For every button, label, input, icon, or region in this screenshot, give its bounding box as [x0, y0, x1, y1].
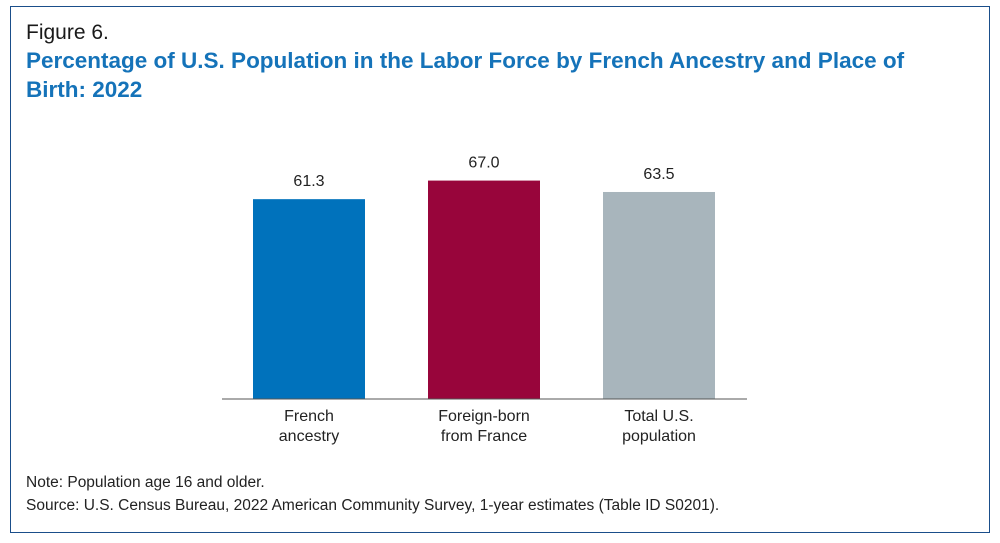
figure-label: Figure 6.	[26, 21, 109, 44]
category-label-foreign-born-from-france: Foreign-born from France	[438, 408, 530, 445]
chart-source: Source: U.S. Census Bureau, 2022 America…	[26, 497, 720, 514]
value-label-french-ancestry: 61.3	[293, 173, 324, 190]
bars-group	[253, 180, 715, 399]
value-labels-group: 61.3 67.0 63.5	[293, 155, 674, 191]
bar-french-ancestry	[253, 199, 365, 399]
value-label-foreign-born-from-france: 67.0	[468, 155, 499, 172]
value-label-total-u-s-population: 63.5	[643, 166, 674, 183]
category-label-total-u-s-population: Total U.S. population	[622, 408, 696, 445]
bar-foreign-born-from-france	[428, 180, 540, 399]
chart-note: Note: Population age 16 and older.	[26, 474, 265, 491]
bar-total-u-s-population	[603, 191, 715, 399]
category-labels-group: French ancestry Foreign-born from France Tot…	[279, 408, 696, 445]
category-label-french-ancestry: French ancestry	[279, 408, 339, 445]
chart-title: Percentage of U.S. Population in the Lab…	[26, 48, 905, 102]
